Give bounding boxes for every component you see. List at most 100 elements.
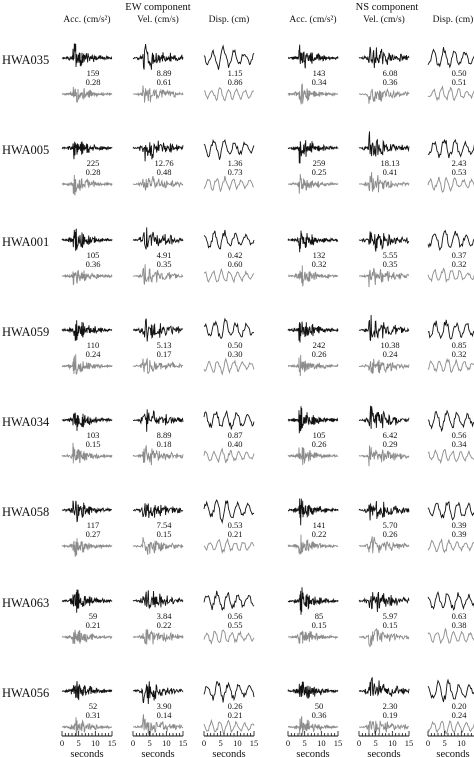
simulated-trace: [203, 718, 255, 735]
time-axis: 0 5 10 15 seconds: [202, 731, 258, 757]
observed-trace: [287, 587, 339, 615]
time-tick-label: 10: [388, 738, 397, 748]
time-axis: 0 5 10 15 seconds: [131, 731, 187, 757]
simulated-trace: [358, 358, 410, 374]
time-tick-label: 10: [317, 738, 326, 748]
correlation-value: 0.55: [228, 620, 243, 630]
station-name: HWA001: [2, 235, 49, 249]
simulated-trace: [203, 87, 255, 102]
observed-trace: [427, 409, 474, 433]
correlation-value: 0.19: [383, 710, 398, 720]
simulated-trace: [287, 354, 339, 377]
correlation-value: 0.41: [383, 167, 398, 177]
correlation-value: 0.14: [157, 710, 173, 720]
station-name: HWA058: [2, 505, 49, 519]
peak-value: 0.37: [452, 250, 467, 260]
time-tick-label: 0: [131, 738, 135, 748]
column-header: Vel. (cm/s): [363, 14, 405, 25]
time-tick-label: 0: [60, 738, 64, 748]
simulated-trace: [203, 447, 255, 464]
peak-value: 110: [87, 340, 99, 350]
correlation-value: 0.22: [157, 620, 172, 630]
time-tick-label: 5: [303, 738, 307, 748]
observed-trace: [358, 314, 410, 341]
observed-trace: [132, 318, 184, 342]
simulated-trace: [61, 86, 113, 103]
simulated-trace: [61, 354, 113, 375]
peak-value: 242: [313, 340, 326, 350]
peak-value: 0.39: [452, 520, 467, 530]
observed-trace: [358, 591, 410, 613]
peak-value: 18.13: [380, 158, 399, 168]
simulated-trace: [427, 538, 474, 554]
simulated-trace: [132, 537, 184, 555]
time-axis-label: seconds: [141, 749, 174, 757]
simulated-trace: [203, 537, 255, 555]
observed-trace: [287, 681, 339, 699]
peak-value: 12.76: [154, 158, 173, 168]
observed-trace: [203, 499, 255, 525]
observed-trace: [61, 141, 113, 160]
correlation-value: 0.18: [157, 439, 172, 449]
observed-trace: [427, 138, 474, 159]
station-row: HWA056520.313.900.140.260.21500.362.300.…: [2, 677, 474, 737]
correlation-value: 0.34: [312, 77, 328, 87]
correlation-value: 0.36: [312, 710, 327, 720]
peak-value: 225: [87, 158, 100, 168]
simulated-trace: [203, 629, 255, 646]
observed-trace: [132, 140, 184, 162]
peak-value: 0.50: [228, 340, 243, 350]
correlation-value: 0.35: [157, 259, 172, 269]
correlation-value: 0.15: [312, 620, 327, 630]
time-tick-label: 15: [334, 738, 343, 748]
observed-trace: [203, 229, 255, 250]
time-tick-label: 15: [250, 738, 259, 748]
peak-value: 0.42: [228, 250, 243, 260]
correlation-value: 0.28: [86, 167, 101, 177]
observed-trace: [61, 228, 113, 251]
simulated-trace: [62, 717, 113, 736]
simulated-trace: [427, 176, 474, 193]
correlation-value: 0.48: [157, 167, 172, 177]
correlation-value: 0.15: [383, 620, 398, 630]
time-tick-label: 10: [162, 738, 171, 748]
observed-trace: [287, 230, 339, 253]
simulated-trace: [358, 172, 410, 193]
peak-value: 52: [89, 701, 98, 711]
peak-value: 5.70: [383, 520, 398, 530]
time-axis: 0 5 10 15 seconds: [286, 731, 342, 757]
correlation-value: 0.38: [452, 620, 467, 630]
peak-value: 10.38: [380, 340, 399, 350]
observed-trace: [358, 500, 410, 521]
observed-trace: [132, 227, 184, 250]
station-rows: HWA0351590.288.890.611.150.861430.346.08…: [2, 43, 474, 737]
peak-value: 50: [315, 701, 324, 711]
time-tick-label: 0: [286, 738, 290, 748]
observed-trace: [287, 140, 339, 164]
observed-trace: [358, 231, 410, 252]
station-name: HWA035: [2, 53, 49, 67]
observed-trace: [132, 590, 184, 609]
time-tick-label: 15: [405, 738, 414, 748]
simulated-trace: [287, 716, 339, 735]
peak-value: 105: [313, 430, 326, 440]
correlation-value: 0.60: [228, 259, 243, 269]
simulated-trace: [288, 265, 339, 287]
station-name: HWA034: [2, 415, 50, 429]
peak-value: 3.90: [157, 701, 172, 711]
simulated-trace: [287, 173, 339, 194]
correlation-value: 0.17: [157, 349, 172, 359]
observed-trace: [61, 681, 113, 701]
correlation-value: 0.26: [312, 349, 327, 359]
observed-trace: [427, 47, 474, 69]
simulated-trace: [359, 268, 409, 288]
time-tick-label: 5: [77, 738, 81, 748]
correlation-value: 0.15: [157, 529, 172, 539]
observed-trace: [427, 229, 474, 252]
simulated-trace: [358, 88, 410, 104]
peak-value: 1.15: [228, 68, 243, 78]
peak-value: 1.36: [228, 158, 243, 168]
simulated-trace: [203, 175, 255, 193]
